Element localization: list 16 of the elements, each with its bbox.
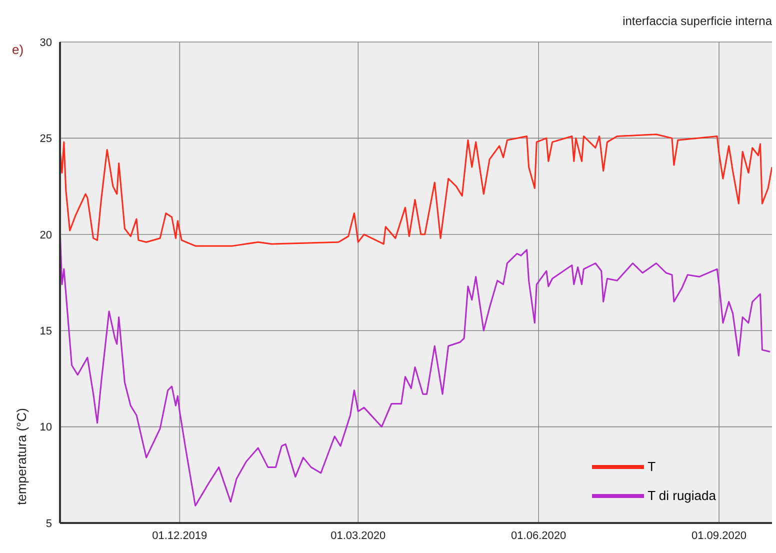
text: e) [12, 42, 24, 57]
line-series [60, 134, 772, 247]
legend-label: T di rugiada [648, 488, 716, 503]
x-tick-label: 01.09.2020 [692, 530, 747, 542]
y-axis-title: temperatura (°C) [14, 408, 29, 505]
y-tick-label: 5 [46, 518, 52, 530]
x-tick-label: 01.12.2019 [152, 530, 208, 542]
y-tick-label: 25 [40, 133, 52, 146]
x-tick-label: 01.03.2020 [330, 530, 386, 542]
chart-title: interfaccia superficie interna [622, 14, 772, 28]
legend-label: T [648, 459, 656, 474]
y-tick-label: 30 [40, 36, 52, 49]
x-tick-label: 01.06.2020 [511, 530, 566, 542]
y-tick-label: 15 [40, 326, 52, 338]
y-tick-label: 10 [40, 422, 52, 434]
y-tick-label: 20 [40, 229, 52, 242]
